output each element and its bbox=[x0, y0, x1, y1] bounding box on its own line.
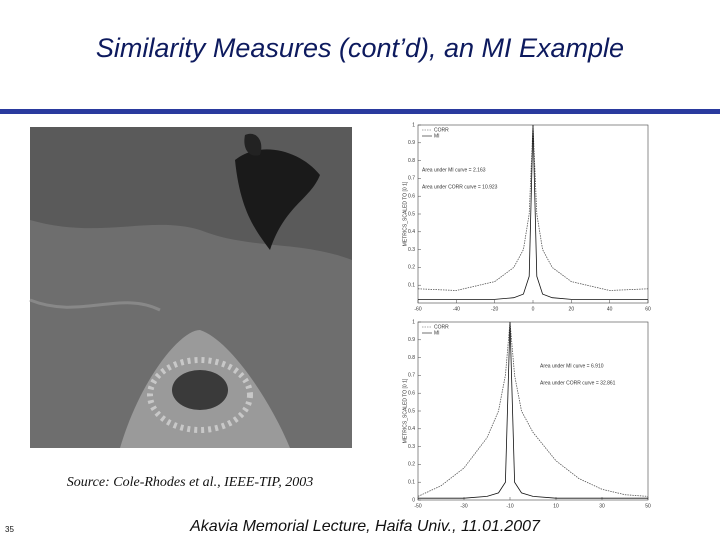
legend-label: MI bbox=[434, 330, 440, 336]
annotation: Area under CORR curve = 32.861 bbox=[540, 380, 616, 386]
annotation: Area under MI curve = 6.910 bbox=[540, 363, 604, 369]
series-line bbox=[418, 124, 648, 300]
x-tick-label: 0 bbox=[532, 306, 535, 312]
y-tick-label: 0.1 bbox=[408, 283, 415, 289]
y-tick-label: 0.7 bbox=[408, 176, 415, 182]
page-number: 35 bbox=[5, 525, 14, 534]
x-tick-label: -50 bbox=[414, 503, 421, 509]
plot-frame bbox=[417, 124, 649, 304]
legend-label: CORR bbox=[434, 127, 449, 133]
x-tick-label: 30 bbox=[599, 503, 605, 509]
y-tick-label: 0.7 bbox=[408, 373, 415, 379]
plot-frame bbox=[417, 321, 649, 501]
legend-label: CORR bbox=[434, 324, 449, 330]
series-line bbox=[417, 321, 649, 497]
annotation: Area under MI curve = 2.163 bbox=[422, 167, 486, 173]
y-tick-label: 0.8 bbox=[408, 355, 415, 361]
y-tick-label: 0.2 bbox=[408, 462, 415, 468]
y-tick-label: 0.8 bbox=[408, 158, 415, 164]
footer: Akavia Memorial Lecture, Haifa Univ., 11… bbox=[189, 518, 541, 535]
slide-title: Similarity Measures (cont’d), an MI Exam… bbox=[96, 33, 624, 63]
y-tick-label: 0.6 bbox=[408, 194, 415, 200]
series-line bbox=[417, 124, 649, 291]
y-tick-label: 0.3 bbox=[408, 247, 415, 253]
y-tick-label: 0.5 bbox=[408, 408, 415, 414]
satellite-image bbox=[29, 127, 352, 448]
legend-label: MI bbox=[434, 133, 440, 139]
y-tick-label: 0.9 bbox=[408, 337, 415, 343]
x-tick-label: 50 bbox=[645, 503, 651, 509]
source-caption: Source: Cole-Rhodes et al., IEEE-TIP, 20… bbox=[67, 475, 314, 490]
y-tick-label: 0.2 bbox=[408, 265, 415, 271]
x-tick-label: 40 bbox=[607, 306, 613, 312]
y-tick-label: 0 bbox=[412, 497, 415, 503]
y-tick-label: 0.4 bbox=[408, 426, 415, 432]
y-tick-label: 1 bbox=[412, 122, 415, 128]
x-tick-label: -20 bbox=[491, 306, 498, 312]
annotation: Area under CORR curve = 10.923 bbox=[422, 184, 498, 190]
y-tick-label: 0.1 bbox=[408, 480, 415, 486]
x-tick-label: -40 bbox=[453, 306, 460, 312]
y-tick-label: 0.6 bbox=[408, 391, 415, 397]
x-tick-label: 10 bbox=[553, 503, 559, 509]
y-tick-label: 1 bbox=[412, 319, 415, 325]
x-tick-label: 60 bbox=[645, 306, 651, 312]
y-tick-label: 0.5 bbox=[408, 211, 415, 217]
y-tick-label: 0.3 bbox=[408, 444, 415, 450]
series-line bbox=[418, 321, 648, 499]
y-axis-label: METRICS_SCALED TO [0 1] bbox=[402, 181, 408, 246]
y-tick-label: 0.9 bbox=[408, 140, 415, 146]
title-rule bbox=[0, 109, 720, 114]
x-tick-label: -10 bbox=[506, 503, 513, 509]
y-axis-label: METRICS_SCALED TO [0 1] bbox=[402, 378, 408, 443]
x-tick-label: 20 bbox=[569, 306, 575, 312]
x-tick-label: -60 bbox=[414, 306, 421, 312]
y-tick-label: 0.4 bbox=[408, 229, 415, 235]
x-tick-label: -30 bbox=[460, 503, 467, 509]
